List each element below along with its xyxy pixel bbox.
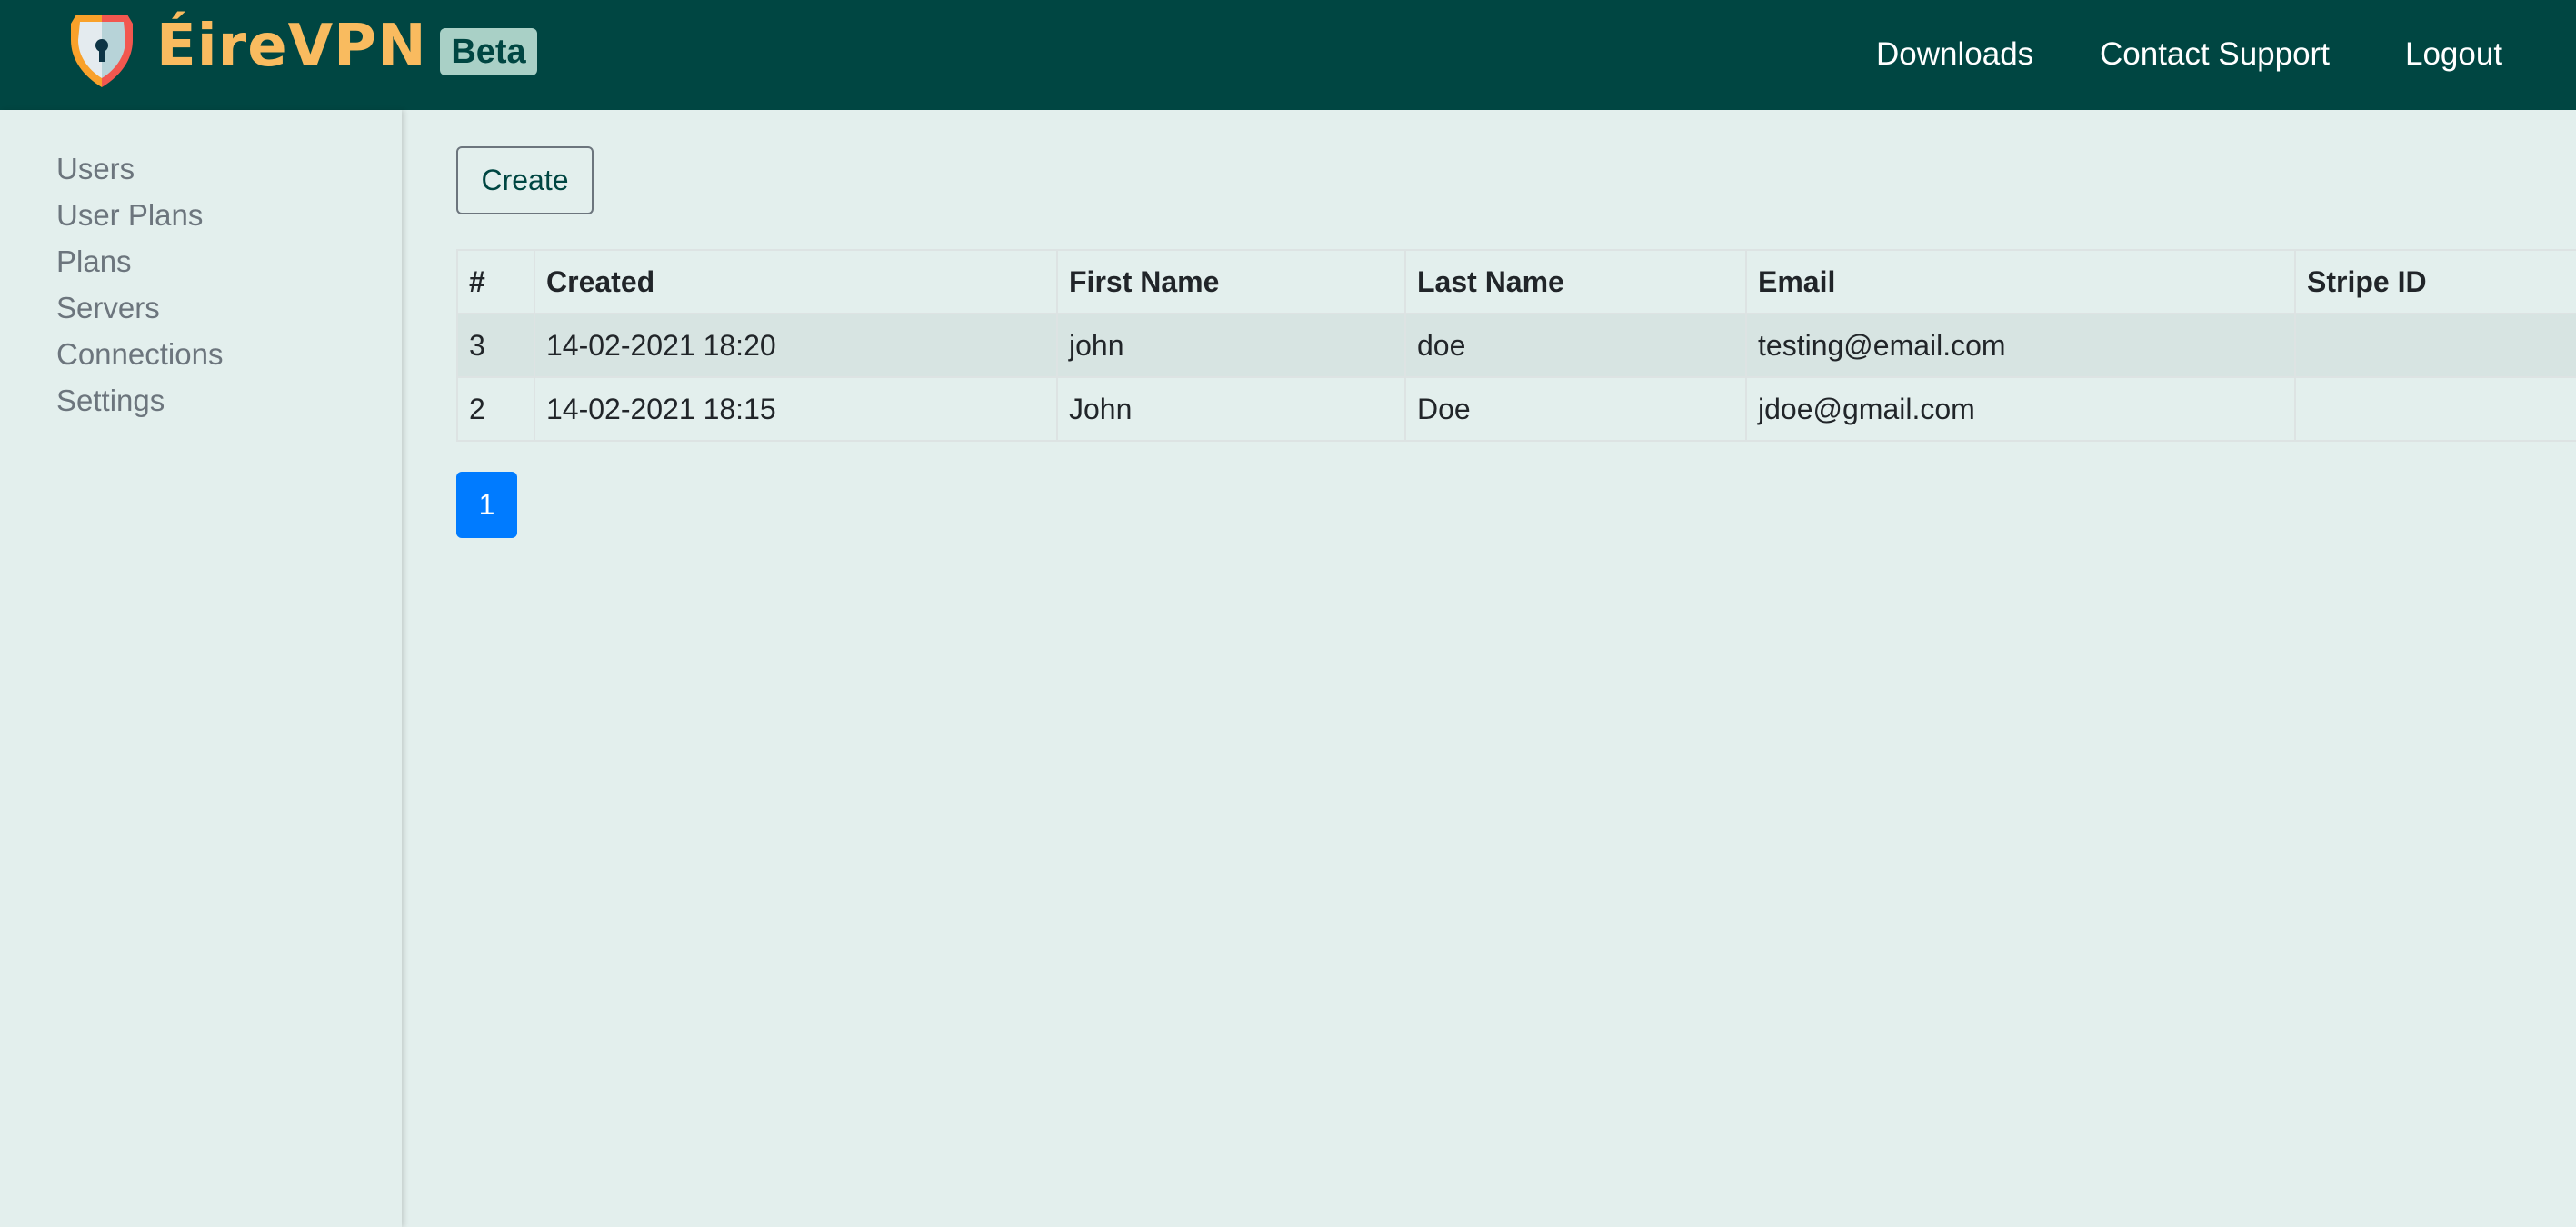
table-row[interactable]: 3 14-02-2021 18:20 john doe testing@emai… xyxy=(456,313,2576,378)
cell-id: 3 xyxy=(456,313,535,378)
cell-created: 14-02-2021 18:15 xyxy=(534,376,1058,442)
cell-first-name: john xyxy=(1056,313,1406,378)
column-header-email: Email xyxy=(1745,249,2296,314)
cell-id: 2 xyxy=(456,376,535,442)
cell-stripe-id xyxy=(2294,313,2576,378)
sidebar-item-user-plans[interactable]: User Plans xyxy=(56,198,204,232)
cell-stripe-id xyxy=(2294,376,2576,442)
sidebar-item-connections[interactable]: Connections xyxy=(56,337,224,371)
nav-logout[interactable]: Logout xyxy=(2405,36,2503,72)
top-navbar: ÉireVPN Beta Downloads Contact Support L… xyxy=(0,0,2576,110)
column-header-stripe-id: Stripe ID xyxy=(2294,249,2576,314)
cell-email: jdoe@gmail.com xyxy=(1745,376,2296,442)
sidebar-item-plans[interactable]: Plans xyxy=(56,244,132,278)
column-header-id: # xyxy=(456,249,535,314)
nav-downloads[interactable]: Downloads xyxy=(1876,36,2034,72)
cell-last-name: Doe xyxy=(1404,376,1747,442)
sidebar-item-servers[interactable]: Servers xyxy=(56,291,160,324)
pagination-page-1[interactable]: 1 xyxy=(456,472,517,538)
column-header-first-name: First Name xyxy=(1056,249,1406,314)
sidebar: Users User Plans Plans Servers Connectio… xyxy=(0,110,402,1227)
column-header-created: Created xyxy=(534,249,1058,314)
sidebar-item-settings[interactable]: Settings xyxy=(56,384,165,417)
shield-lock-logo-icon xyxy=(71,15,133,87)
cell-email: testing@email.com xyxy=(1745,313,2296,378)
create-button[interactable]: Create xyxy=(456,146,594,214)
table-header-row: # Created First Name Last Name Email Str… xyxy=(456,249,2576,314)
table-row[interactable]: 2 14-02-2021 18:15 John Doe jdoe@gmail.c… xyxy=(456,376,2576,442)
column-header-last-name: Last Name xyxy=(1404,249,1747,314)
nav-contact-support[interactable]: Contact Support xyxy=(2100,36,2330,72)
cell-created: 14-02-2021 18:20 xyxy=(534,313,1058,378)
users-table: # Created First Name Last Name Email Str… xyxy=(456,249,2576,442)
beta-badge: Beta xyxy=(440,28,537,75)
cell-first-name: John xyxy=(1056,376,1406,442)
brand-name[interactable]: ÉireVPN xyxy=(156,13,427,80)
cell-last-name: doe xyxy=(1404,313,1747,378)
sidebar-item-users[interactable]: Users xyxy=(56,152,135,185)
